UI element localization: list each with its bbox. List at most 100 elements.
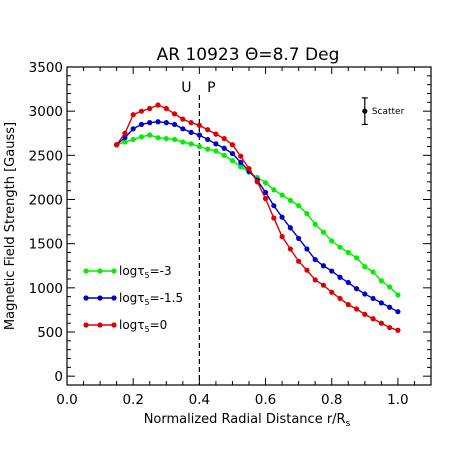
x-axis-ticks: 0.0 0.2 0.4 0.6 0.8 1.0 (56, 67, 415, 408)
data-point (147, 132, 153, 138)
data-point (262, 196, 269, 202)
data-point (378, 320, 384, 326)
legend-label-suffix: =-3 (150, 264, 172, 278)
data-point (221, 145, 227, 151)
x-axis-label-text: Normalized Radial Distance r/R (144, 412, 346, 427)
data-point (262, 180, 269, 186)
data-point (329, 268, 335, 274)
data-point (229, 142, 236, 148)
y-tick-label: 0 (54, 369, 63, 385)
legend-marker (83, 295, 89, 301)
data-point (205, 127, 211, 133)
data-point (271, 215, 277, 221)
data-point (171, 121, 178, 128)
legend-marker (83, 268, 89, 274)
data-point (337, 274, 343, 280)
data-point (221, 135, 227, 142)
data-point (122, 139, 128, 145)
legend-label-subscript: 5 (145, 271, 150, 280)
data-point (271, 187, 277, 193)
legend-label-prefix: logτ (119, 264, 145, 278)
data-point (353, 306, 360, 312)
data-point (163, 105, 169, 112)
data-point (130, 126, 136, 132)
legend-marker (97, 295, 103, 301)
x-axis-label: Normalized Radial Distance r/Rs (144, 412, 351, 429)
data-point (304, 211, 310, 217)
data-point (362, 264, 368, 270)
legend-label-suffix: =-1.5 (150, 291, 183, 305)
data-point (229, 158, 236, 164)
data-point (345, 279, 351, 286)
data-point (221, 152, 227, 158)
y-tick-label: 2500 (29, 148, 63, 164)
data-point (238, 159, 244, 165)
x-tick-label: 0.0 (56, 392, 77, 408)
data-point (296, 258, 302, 264)
legend-label-prefix: logτ (119, 291, 145, 305)
data-point (262, 189, 269, 196)
data-point (188, 129, 194, 135)
data-point (345, 302, 351, 308)
data-point (378, 300, 384, 306)
data-point (296, 203, 302, 209)
data-point (147, 105, 153, 112)
data-point (155, 119, 161, 125)
data-point (370, 295, 376, 302)
data-point (213, 148, 219, 154)
series-layer (114, 102, 401, 333)
y-axis-label: Magnetic Field Strength [Gauss] (3, 122, 18, 330)
legend-marker (111, 295, 117, 301)
data-point (296, 235, 302, 241)
data-point (320, 229, 327, 235)
legend-label: logτ5=-1.5 (119, 291, 183, 307)
x-tick-label: 0.6 (255, 392, 276, 408)
x-axis-label-subscript: s (346, 419, 351, 429)
y-tick-label: 2000 (29, 193, 63, 209)
data-point (287, 225, 293, 231)
data-point (312, 277, 318, 283)
data-point (138, 121, 145, 128)
data-point (320, 263, 327, 269)
data-point (337, 244, 343, 250)
data-point (395, 309, 401, 315)
data-point (163, 135, 169, 142)
series-2 (114, 102, 401, 333)
legend-marker (111, 322, 117, 328)
y-axis-ticks: 0 500 1000 1500 2000 2500 3000 3500 (29, 60, 431, 385)
data-point (229, 150, 236, 157)
data-point (279, 214, 285, 220)
data-point (304, 267, 310, 273)
data-point (287, 246, 293, 252)
data-point (362, 311, 368, 317)
data-point (395, 292, 401, 298)
data-point (147, 120, 153, 126)
data-point (370, 316, 376, 322)
data-point (238, 153, 244, 159)
data-point (188, 141, 194, 147)
legend-label-subscript: 5 (145, 325, 150, 334)
y-tick-label: 500 (37, 325, 63, 341)
data-point (238, 164, 244, 170)
data-point (130, 136, 136, 143)
data-point (180, 126, 186, 132)
data-point (205, 136, 211, 143)
data-point (205, 146, 211, 152)
legend-label-prefix: logτ (119, 318, 145, 332)
legend-marker (97, 322, 103, 328)
data-point (213, 131, 219, 137)
data-point (163, 120, 169, 126)
scatter-indicator: Scatter (361, 97, 405, 126)
data-point (337, 295, 343, 302)
data-point (213, 141, 219, 147)
data-point (362, 291, 368, 297)
legend-item: logτ5=-3 (83, 264, 172, 280)
data-point (395, 327, 401, 333)
data-point (312, 256, 318, 263)
x-tick-label: 0.2 (122, 392, 143, 408)
y-tick-label: 1500 (29, 237, 63, 253)
data-point (345, 249, 351, 256)
legend-marker (83, 322, 89, 328)
legend-item: logτ5=0 (83, 318, 167, 334)
